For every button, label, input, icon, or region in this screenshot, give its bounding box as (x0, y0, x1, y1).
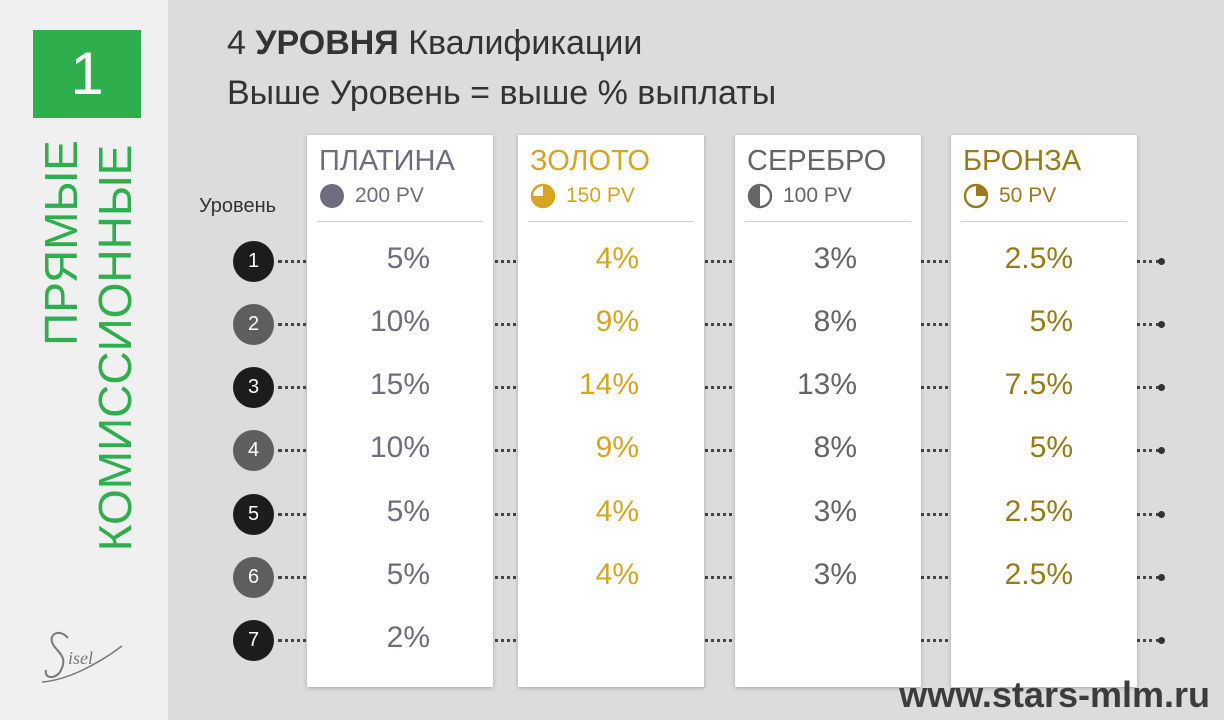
three-quarter-circle-icon (530, 183, 556, 209)
svg-text:isel: isel (68, 648, 93, 668)
connector-end-dot (1158, 511, 1165, 518)
commission-value: 3% (814, 495, 857, 529)
level-number-circle: 6 (233, 557, 274, 598)
commission-value: 5% (1030, 431, 1073, 465)
header-divider (961, 221, 1127, 222)
header-divider (745, 221, 911, 222)
full-circle-icon (319, 183, 345, 209)
side-title-line2: КОМИССИОННЫЕ (92, 145, 138, 552)
rank-pv: 100 PV (747, 183, 852, 209)
commission-value: 14% (579, 368, 639, 402)
connector-end-dot (1158, 258, 1165, 265)
connector-end-dot (1158, 447, 1165, 454)
level-number-circle: 7 (233, 620, 274, 661)
rank-pv-label: 50 PV (999, 184, 1056, 208)
commission-value: 7.5% (1005, 368, 1073, 402)
commission-value: 3% (814, 558, 857, 592)
commission-value: 4% (596, 495, 639, 529)
rank-column: ЗОЛОТО 150 PV 4% 9% 14% 9% 4% 4% (518, 135, 704, 687)
commission-value: 13% (797, 368, 857, 402)
commission-value: 9% (596, 305, 639, 339)
connector-end-dot (1158, 384, 1165, 391)
level-number-circle: 5 (233, 494, 274, 535)
connector-end-dot (1158, 321, 1165, 328)
rank-pv: 150 PV (530, 183, 635, 209)
rank-pv-label: 150 PV (566, 184, 635, 208)
connector-end-dot (1158, 637, 1165, 644)
commission-value: 8% (814, 431, 857, 465)
commission-value: 15% (370, 368, 430, 402)
half-circle-icon (747, 183, 773, 209)
rank-column: ПЛАТИНА 200 PV 5% 10% 15% 10% 5% 5% 2% (307, 135, 493, 687)
commission-value: 4% (596, 558, 639, 592)
side-title-line1: ПРЯМЫЕ (38, 140, 84, 346)
rank-pv: 50 PV (963, 183, 1056, 209)
commission-value: 5% (387, 558, 430, 592)
rank-name: ПЛАТИНА (319, 145, 455, 178)
rank-name: БРОНЗА (963, 145, 1081, 178)
commission-value: 10% (370, 431, 430, 465)
commission-value: 3% (814, 242, 857, 276)
header-divider (317, 221, 483, 222)
level-number-circle: 1 (233, 241, 274, 282)
quarter-circle-icon (963, 183, 989, 209)
section-number-badge: 1 (33, 30, 141, 118)
commission-value: 4% (596, 242, 639, 276)
page-title-line1: 4 УРОВНЯ Квалификации (227, 24, 642, 63)
commission-value: 10% (370, 305, 430, 339)
commission-value: 8% (814, 305, 857, 339)
rank-pv-label: 100 PV (783, 184, 852, 208)
rank-name: СЕРЕБРО (747, 145, 886, 178)
commission-value: 5% (387, 495, 430, 529)
commission-value: 5% (1030, 305, 1073, 339)
commission-value: 2.5% (1005, 242, 1073, 276)
commission-value: 2.5% (1005, 495, 1073, 529)
rank-column: БРОНЗА 50 PV 2.5% 5% 7.5% 5% 2.5% 2.5% (951, 135, 1137, 687)
connector-end-dot (1158, 574, 1165, 581)
commission-value: 9% (596, 431, 639, 465)
commission-value: 5% (387, 242, 430, 276)
header-divider (528, 221, 694, 222)
level-number-circle: 2 (233, 304, 274, 345)
level-number-circle: 4 (233, 430, 274, 471)
rank-pv-label: 200 PV (355, 184, 424, 208)
sidebar: 1 ПРЯМЫЕ КОМИССИОННЫЕ isel (0, 0, 168, 720)
website-url: www.stars-mlm.ru (899, 674, 1210, 716)
level-label: Уровень (199, 195, 276, 218)
rank-column: СЕРЕБРО 100 PV 3% 8% 13% 8% 3% 3% (735, 135, 921, 687)
rank-pv: 200 PV (319, 183, 424, 209)
commission-value: 2.5% (1005, 558, 1073, 592)
sisel-logo: isel (38, 620, 128, 690)
page-title-line2: Выше Уровень = выше % выплаты (227, 74, 776, 113)
rank-name: ЗОЛОТО (530, 145, 650, 178)
level-number-circle: 3 (233, 367, 274, 408)
commission-value: 2% (387, 621, 430, 655)
